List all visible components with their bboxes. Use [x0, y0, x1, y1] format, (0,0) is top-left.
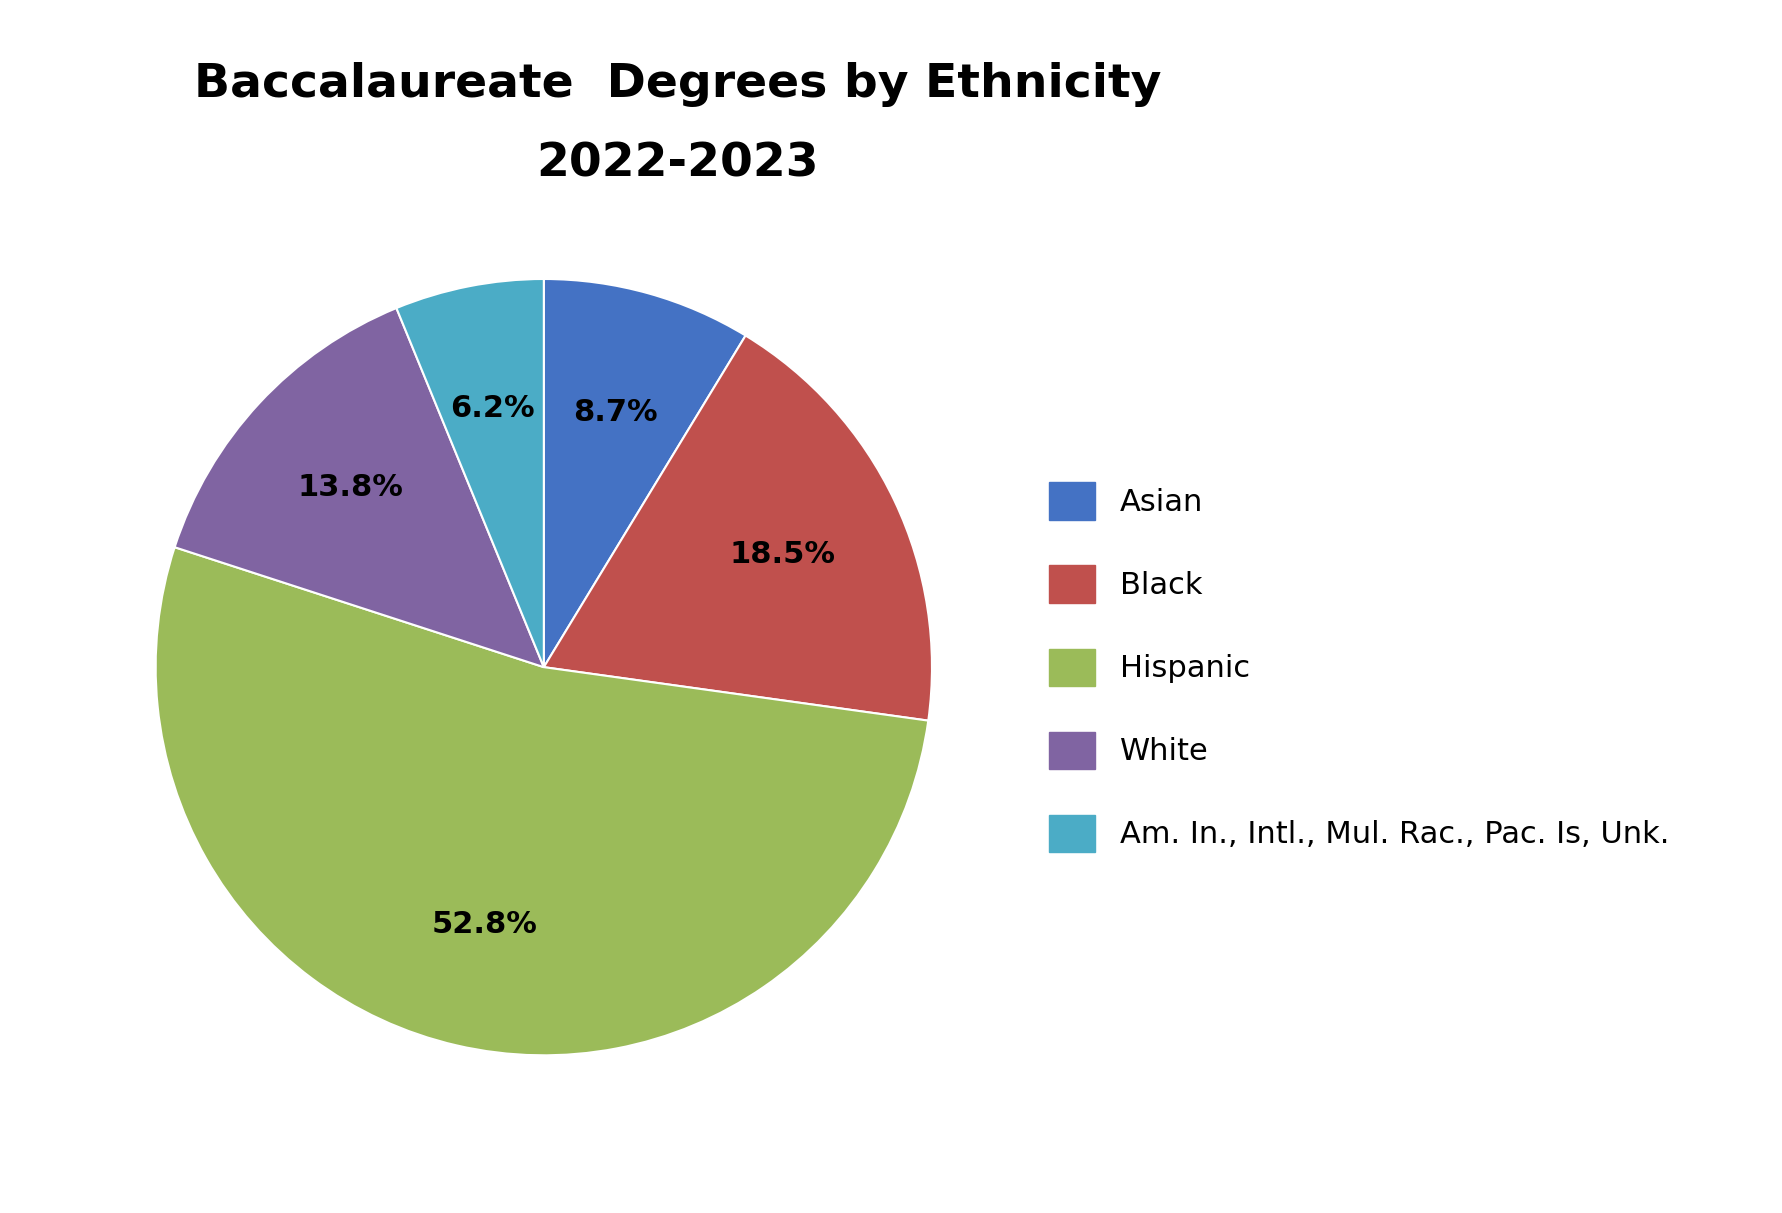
- Wedge shape: [396, 279, 544, 667]
- Text: 18.5%: 18.5%: [729, 540, 834, 569]
- Wedge shape: [155, 547, 928, 1055]
- Wedge shape: [544, 336, 932, 721]
- Legend: Asian, Black, Hispanic, White, Am. In., Intl., Mul. Rac., Pac. Is, Unk.: Asian, Black, Hispanic, White, Am. In., …: [1050, 483, 1668, 852]
- Wedge shape: [544, 279, 745, 667]
- Text: 13.8%: 13.8%: [298, 473, 403, 502]
- Text: 52.8%: 52.8%: [431, 910, 536, 939]
- Text: 6.2%: 6.2%: [451, 394, 535, 422]
- Text: 2022-2023: 2022-2023: [536, 141, 818, 187]
- Text: Baccalaureate  Degrees by Ethnicity: Baccalaureate Degrees by Ethnicity: [194, 62, 1160, 108]
- Wedge shape: [175, 308, 544, 667]
- Text: 8.7%: 8.7%: [572, 399, 658, 427]
